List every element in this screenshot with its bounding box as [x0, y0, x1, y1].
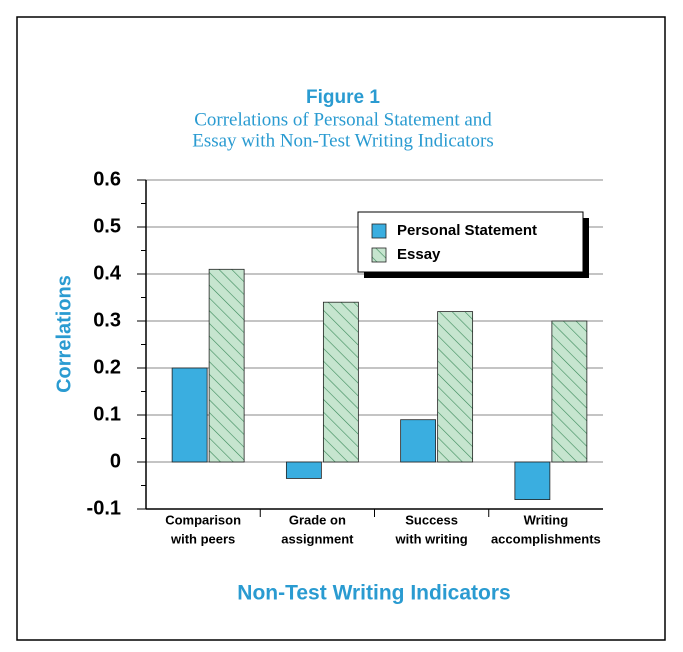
frame [16, 16, 666, 641]
y-tick-label: 0.3 [93, 309, 121, 331]
y-axis-label: Correlations [53, 275, 75, 393]
legend-label: Personal Statement [397, 222, 537, 239]
x-axis-label: Non-Test Writing Indicators [237, 582, 510, 605]
y-tick-label: 0.1 [93, 403, 121, 425]
x-tick-label: Success [405, 512, 458, 527]
legend [357, 211, 584, 273]
y-tick-label: 0.4 [93, 262, 122, 284]
y-tick-label: 0.6 [93, 168, 121, 190]
x-tick-label: Comparison [165, 512, 241, 527]
bar [322, 301, 359, 463]
chart-subtitle: Correlations of Personal Statement and [194, 109, 492, 130]
chart-subtitle: Essay with Non-Test Writing Indicators [192, 130, 494, 151]
legend-label: Essay [397, 246, 441, 263]
y-tick-label: 0.2 [93, 356, 121, 378]
bar [551, 320, 588, 463]
x-tick-label: with writing [395, 531, 468, 546]
bar [514, 461, 551, 500]
x-tick-label: with peers [170, 531, 235, 546]
y-tick-label: 0.5 [93, 215, 121, 237]
legend-swatch [371, 223, 387, 239]
x-tick-label: assignment [281, 531, 354, 546]
y-tick-label: 0 [110, 450, 121, 472]
bar [208, 268, 245, 463]
x-tick-label: Grade on [289, 512, 346, 527]
chart-title: Figure 1 [306, 87, 380, 108]
bar [171, 367, 208, 463]
y-tick-label: -0.1 [87, 497, 121, 519]
bar [285, 461, 322, 479]
x-tick-label: Writing [524, 512, 569, 527]
x-tick-label: accomplishments [491, 531, 601, 546]
bar [437, 311, 474, 463]
legend-swatch [371, 247, 387, 263]
bar [400, 419, 437, 463]
